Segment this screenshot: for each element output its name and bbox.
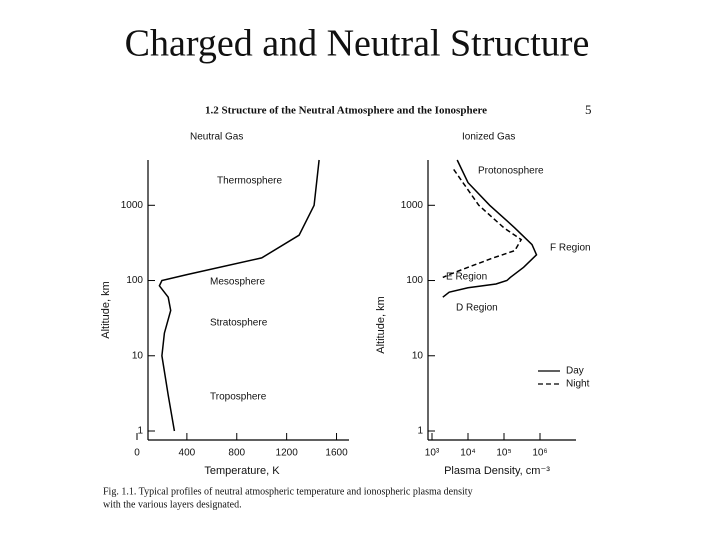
page-number: 5 — [585, 102, 592, 117]
profile-line — [158, 159, 320, 432]
annotation: Troposphere — [210, 392, 267, 403]
caption: with the various layers designated. — [103, 499, 242, 510]
legend-label: Night — [566, 379, 590, 390]
annotation: D Region — [456, 303, 498, 314]
chart-title: Neutral Gas — [190, 132, 243, 143]
y-axis-label: Altitude, km — [375, 296, 387, 353]
x-tick-label: 1200 — [276, 448, 299, 459]
slide-title: Charged and Neutral Structure — [125, 23, 590, 65]
y-tick-label: 1000 — [121, 200, 144, 211]
y-axis-label: Altitude, km — [100, 281, 112, 338]
x-tick-label: 400 — [179, 448, 196, 459]
chart-title: Ionized Gas — [462, 132, 515, 143]
x-axis-label: Temperature, K — [204, 465, 280, 477]
profile-line — [442, 159, 538, 298]
y-tick-label: 1000 — [401, 200, 424, 211]
x-axis-label: Plasma Density, cm⁻³ — [444, 465, 550, 477]
x-tick-label: 1600 — [325, 448, 348, 459]
annotation: Protonosphere — [478, 166, 544, 177]
x-tick-label: 10⁴ — [460, 448, 475, 459]
x-tick-label: 10⁶ — [532, 448, 547, 459]
caption: Fig. 1.1. Typical profiles of neutral at… — [103, 486, 473, 497]
x-tick-label: 0 — [134, 448, 140, 459]
annotation: Stratosphere — [210, 318, 268, 329]
annotation: Mesosphere — [210, 277, 265, 288]
y-tick-label: 100 — [406, 275, 423, 286]
annotation: F Region — [550, 243, 591, 254]
y-tick-label: 10 — [132, 350, 144, 361]
annotation: E Region — [446, 272, 487, 283]
x-tick-label: 10⁵ — [496, 448, 511, 459]
figure-header: 1.2 Structure of the Neutral Atmosphere … — [205, 105, 487, 117]
legend-label: Day — [566, 366, 584, 377]
annotation: Thermosphere — [217, 176, 282, 187]
y-tick-label: 100 — [126, 275, 143, 286]
x-tick-label: 800 — [228, 448, 245, 459]
y-tick-label: 1 — [137, 426, 143, 437]
y-tick-label: 1 — [417, 426, 423, 437]
x-tick-label: 10³ — [425, 448, 440, 459]
y-tick-label: 10 — [412, 350, 424, 361]
